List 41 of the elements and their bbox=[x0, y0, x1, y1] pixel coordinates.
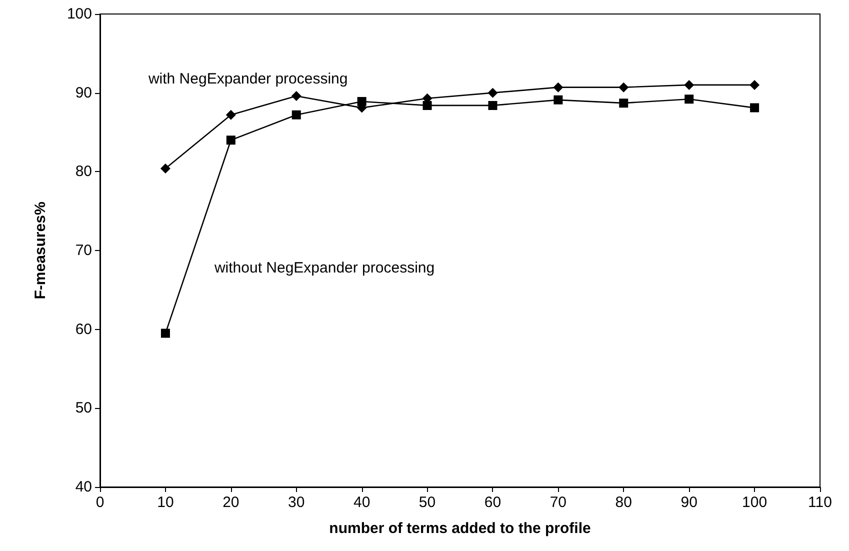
point bbox=[684, 94, 694, 104]
x-tick-label: 110 bbox=[808, 494, 832, 511]
x-tick-label: 100 bbox=[742, 494, 768, 511]
point bbox=[226, 110, 236, 120]
series-label: with NegExpander processing bbox=[147, 70, 348, 88]
point bbox=[618, 82, 629, 92]
y-axis-title: F-measures% bbox=[32, 202, 49, 300]
series-label: without NegExpander processing bbox=[213, 259, 435, 276]
point bbox=[291, 90, 302, 101]
point bbox=[488, 100, 498, 110]
y-tick-label: 40 bbox=[75, 478, 92, 496]
point bbox=[750, 80, 760, 90]
point bbox=[357, 97, 366, 106]
point bbox=[619, 98, 628, 108]
point bbox=[553, 82, 564, 92]
point bbox=[226, 136, 236, 145]
x-tick-label: 50 bbox=[418, 494, 436, 511]
x-tick-label: 30 bbox=[288, 494, 305, 511]
point bbox=[554, 95, 563, 104]
x-axis-title: number of terms added to the profile bbox=[329, 520, 591, 537]
point bbox=[488, 88, 498, 98]
y-tick-label: 70 bbox=[75, 242, 92, 259]
x-tick-label: 80 bbox=[615, 494, 632, 511]
x-tick-label: 20 bbox=[222, 494, 240, 511]
y-tick-label: 100 bbox=[66, 6, 92, 22]
point bbox=[750, 103, 760, 112]
x-tick-label: 0 bbox=[96, 494, 104, 511]
point bbox=[292, 110, 301, 120]
point bbox=[160, 328, 170, 338]
x-tick-label: 10 bbox=[157, 494, 174, 511]
x-tick-label: 70 bbox=[550, 494, 567, 511]
point bbox=[422, 100, 432, 110]
point bbox=[684, 80, 694, 90]
y-tick-label: 90 bbox=[75, 84, 92, 102]
point bbox=[160, 164, 170, 174]
x-tick-label: 40 bbox=[353, 494, 370, 511]
x-tick-label: 90 bbox=[680, 494, 698, 511]
y-tick-label: 60 bbox=[75, 320, 92, 338]
x-tick-label: 60 bbox=[484, 494, 502, 511]
y-tick-label: 50 bbox=[75, 400, 92, 417]
y-tick-label: 80 bbox=[75, 163, 92, 180]
